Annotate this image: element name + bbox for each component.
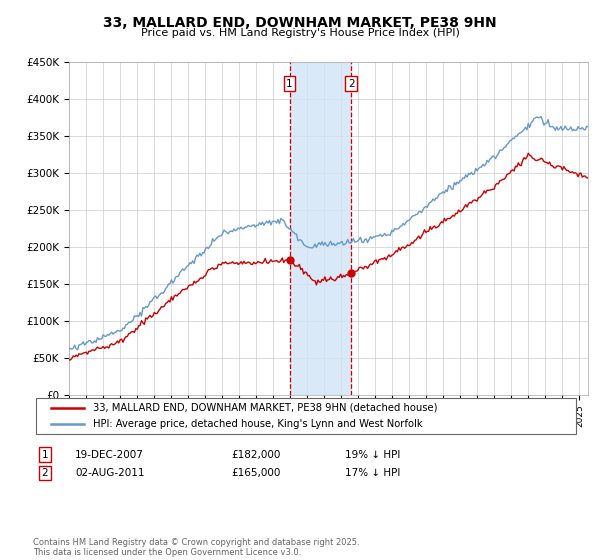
Text: 33, MALLARD END, DOWNHAM MARKET, PE38 9HN: 33, MALLARD END, DOWNHAM MARKET, PE38 9H… — [103, 16, 497, 30]
Text: 1: 1 — [41, 450, 49, 460]
Text: 02-AUG-2011: 02-AUG-2011 — [75, 468, 145, 478]
Text: 1: 1 — [286, 79, 293, 89]
Text: Price paid vs. HM Land Registry's House Price Index (HPI): Price paid vs. HM Land Registry's House … — [140, 28, 460, 38]
Text: HPI: Average price, detached house, King's Lynn and West Norfolk: HPI: Average price, detached house, King… — [93, 419, 422, 429]
Text: 19-DEC-2007: 19-DEC-2007 — [75, 450, 144, 460]
Text: 2: 2 — [41, 468, 49, 478]
Text: 19% ↓ HPI: 19% ↓ HPI — [345, 450, 400, 460]
Bar — [290, 62, 351, 395]
Text: Contains HM Land Registry data © Crown copyright and database right 2025.
This d: Contains HM Land Registry data © Crown c… — [33, 538, 359, 557]
Text: £165,000: £165,000 — [231, 468, 280, 478]
Text: 2: 2 — [348, 79, 355, 89]
Text: 17% ↓ HPI: 17% ↓ HPI — [345, 468, 400, 478]
Text: £182,000: £182,000 — [231, 450, 280, 460]
Text: 33, MALLARD END, DOWNHAM MARKET, PE38 9HN (detached house): 33, MALLARD END, DOWNHAM MARKET, PE38 9H… — [93, 403, 437, 413]
